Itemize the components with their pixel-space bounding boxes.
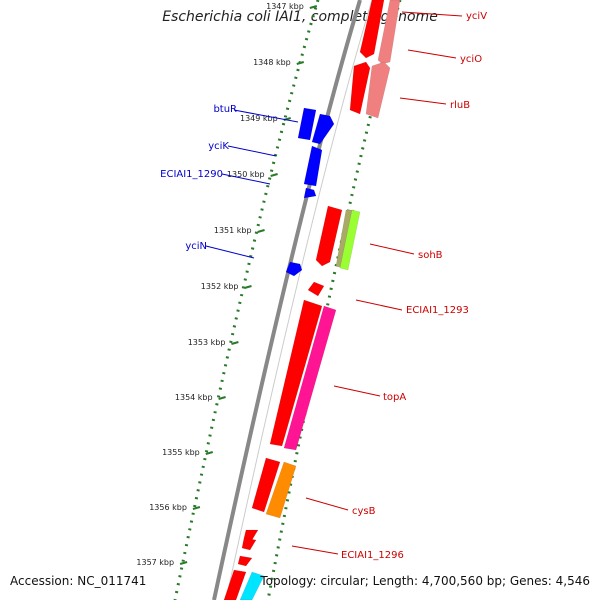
gene-arrow bbox=[311, 113, 335, 145]
gene-arrow bbox=[297, 107, 317, 141]
scale-tick-label: 1351 kbp bbox=[214, 226, 252, 235]
gene-label: ECIAI1_1293 bbox=[406, 305, 469, 316]
gene-label: sohB bbox=[418, 250, 443, 261]
scale-tick bbox=[309, 5, 318, 9]
gene-arrow bbox=[237, 555, 253, 567]
scale-tick-label: 1355 kbp bbox=[162, 448, 200, 457]
gene-arrow bbox=[223, 569, 247, 600]
accession-label: Accession: NC_011741 bbox=[10, 574, 147, 588]
gene-arrow bbox=[241, 537, 257, 551]
gene-arrow bbox=[303, 187, 317, 199]
scale-tick-label: 1353 kbp bbox=[188, 338, 226, 347]
gene-label-line bbox=[369, 243, 415, 255]
scale-tick bbox=[192, 506, 201, 510]
gene-label: btuR bbox=[213, 104, 237, 115]
gene-arrow bbox=[251, 457, 281, 513]
gene-label: ECIAI1_1290 bbox=[160, 169, 223, 180]
gene-arrow bbox=[285, 261, 303, 277]
gene-arrow bbox=[307, 281, 325, 297]
scale-tick-label: 1354 kbp bbox=[175, 393, 213, 402]
gene-label-line bbox=[233, 109, 299, 123]
scale-tick bbox=[257, 229, 265, 233]
gene-label: cysB bbox=[352, 506, 376, 517]
gene-arrow bbox=[359, 0, 385, 59]
gene-label: yciV bbox=[466, 11, 487, 22]
topology-label: Topology: circular; Length: 4,700,560 bp… bbox=[260, 574, 590, 588]
gene-arrow bbox=[283, 305, 337, 451]
backbone-shadow bbox=[225, 0, 373, 600]
genome-backbone bbox=[212, 0, 362, 600]
gene-arrow bbox=[365, 61, 391, 119]
gene-arrow bbox=[265, 461, 297, 519]
gene-label-line bbox=[355, 299, 403, 311]
gene-label: yciK bbox=[208, 141, 229, 152]
gene-arrow bbox=[349, 61, 371, 115]
gene-label-line bbox=[399, 97, 447, 105]
scale-tick bbox=[205, 451, 214, 455]
gene-arrow bbox=[239, 571, 265, 600]
scale-ring-inner bbox=[173, 0, 320, 600]
scale-tick-label: 1357 kbp bbox=[136, 558, 174, 567]
gene-label-line bbox=[291, 545, 339, 555]
gene-label-line bbox=[205, 245, 255, 259]
scale-tick bbox=[296, 61, 305, 65]
gene-label: topA bbox=[383, 392, 406, 403]
gene-label-line bbox=[227, 145, 277, 157]
gene-arrow bbox=[377, 0, 401, 65]
gene-arrow bbox=[303, 145, 323, 187]
gene-label: rluB bbox=[450, 100, 470, 111]
gene-arrow bbox=[269, 299, 323, 447]
scale-tick bbox=[270, 173, 278, 177]
gene-label-line bbox=[407, 49, 457, 59]
gene-label: yciN bbox=[185, 241, 207, 252]
gene-label-line bbox=[401, 11, 463, 17]
scale-tick-label: 1348 kbp bbox=[253, 58, 291, 67]
scale-tick-label: 1347 kbp bbox=[266, 2, 304, 11]
gene-arrow bbox=[339, 209, 361, 271]
scale-tick-label: 1349 kbp bbox=[240, 114, 278, 123]
scale-tick-label: 1352 kbp bbox=[201, 282, 239, 291]
gene-label: ECIAI1_1296 bbox=[341, 550, 404, 561]
gene-label-line bbox=[333, 385, 381, 397]
scale-tick bbox=[179, 561, 188, 565]
gene-label-line bbox=[305, 497, 349, 511]
scale-tick bbox=[231, 341, 239, 345]
gene-label: yciO bbox=[460, 54, 482, 65]
scale-tick-label: 1356 kbp bbox=[149, 503, 187, 512]
gene-label-line bbox=[221, 173, 271, 185]
scale-tick bbox=[218, 396, 226, 400]
scale-tick-label: 1350 kbp bbox=[227, 170, 265, 179]
gene-arrow bbox=[315, 205, 343, 267]
scale-tick bbox=[244, 285, 252, 289]
